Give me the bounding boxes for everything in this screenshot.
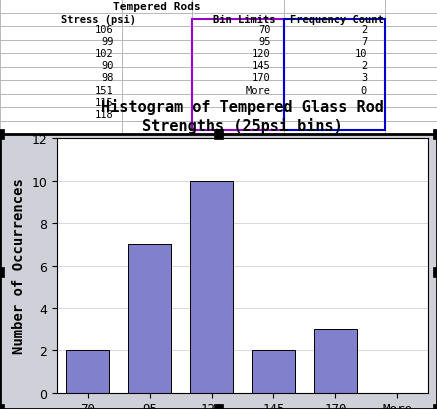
Bar [314,329,357,393]
FancyBboxPatch shape [0,13,122,27]
Bar [190,181,233,393]
FancyBboxPatch shape [192,13,284,27]
FancyBboxPatch shape [122,121,192,135]
Bar [192,20,284,131]
FancyBboxPatch shape [0,54,122,67]
FancyBboxPatch shape [0,67,122,81]
FancyBboxPatch shape [284,108,385,121]
Text: 115: 115 [95,98,114,108]
FancyBboxPatch shape [284,94,385,108]
FancyBboxPatch shape [284,121,385,135]
Text: Tempered Rods: Tempered Rods [114,2,201,12]
FancyBboxPatch shape [122,108,192,121]
Y-axis label: Number of Occurrences: Number of Occurrences [12,178,26,353]
FancyBboxPatch shape [122,40,192,54]
FancyBboxPatch shape [385,121,437,135]
FancyBboxPatch shape [122,0,192,13]
Text: 2: 2 [361,61,367,71]
FancyBboxPatch shape [284,27,385,40]
FancyBboxPatch shape [192,40,284,54]
Text: 102: 102 [95,49,114,59]
FancyBboxPatch shape [192,67,284,81]
Text: 118: 118 [95,110,114,120]
FancyBboxPatch shape [192,81,284,94]
Text: More: More [246,85,271,95]
FancyBboxPatch shape [385,54,437,67]
FancyBboxPatch shape [385,67,437,81]
Text: 10: 10 [354,49,367,59]
FancyBboxPatch shape [0,40,122,54]
FancyBboxPatch shape [192,0,284,13]
FancyBboxPatch shape [385,94,437,108]
FancyBboxPatch shape [385,81,437,94]
Text: 2: 2 [361,25,367,35]
Bar [128,245,171,393]
Text: 99: 99 [101,37,114,47]
FancyBboxPatch shape [122,27,192,40]
Bar [66,351,109,393]
FancyBboxPatch shape [0,94,122,108]
FancyBboxPatch shape [284,0,385,13]
FancyBboxPatch shape [385,40,437,54]
FancyBboxPatch shape [192,108,284,121]
FancyBboxPatch shape [122,94,192,108]
FancyBboxPatch shape [284,67,385,81]
FancyBboxPatch shape [122,13,192,27]
FancyBboxPatch shape [192,54,284,67]
Text: 3: 3 [361,73,367,83]
Text: 70: 70 [258,25,271,35]
FancyBboxPatch shape [385,27,437,40]
Text: 7: 7 [361,37,367,47]
Bar [252,351,295,393]
Text: 95: 95 [258,37,271,47]
Text: 90: 90 [101,61,114,71]
FancyBboxPatch shape [192,27,284,40]
FancyBboxPatch shape [122,81,192,94]
Text: Stress (psi): Stress (psi) [61,15,136,25]
FancyBboxPatch shape [284,13,385,27]
FancyBboxPatch shape [192,121,284,135]
Text: 151: 151 [95,85,114,95]
FancyBboxPatch shape [0,27,122,40]
Text: 145: 145 [252,61,271,71]
FancyBboxPatch shape [192,94,284,108]
FancyBboxPatch shape [0,0,122,13]
FancyBboxPatch shape [385,108,437,121]
FancyBboxPatch shape [0,81,122,94]
Text: 98: 98 [101,73,114,83]
FancyBboxPatch shape [0,121,122,135]
FancyBboxPatch shape [122,54,192,67]
FancyBboxPatch shape [385,0,437,13]
Bar [284,20,385,131]
FancyBboxPatch shape [0,108,122,121]
Title: Histogram of Tempered Glass Rod
Strengths (25psi bins): Histogram of Tempered Glass Rod Strength… [101,99,384,134]
FancyBboxPatch shape [122,67,192,81]
Text: 106: 106 [95,25,114,35]
FancyBboxPatch shape [284,81,385,94]
Text: 120: 120 [252,49,271,59]
FancyBboxPatch shape [284,40,385,54]
Text: 170: 170 [252,73,271,83]
Text: Frequency Count: Frequency Count [290,15,383,25]
FancyBboxPatch shape [284,54,385,67]
Text: Bin Limits: Bin Limits [213,15,276,25]
FancyBboxPatch shape [385,13,437,27]
Text: 0: 0 [361,85,367,95]
